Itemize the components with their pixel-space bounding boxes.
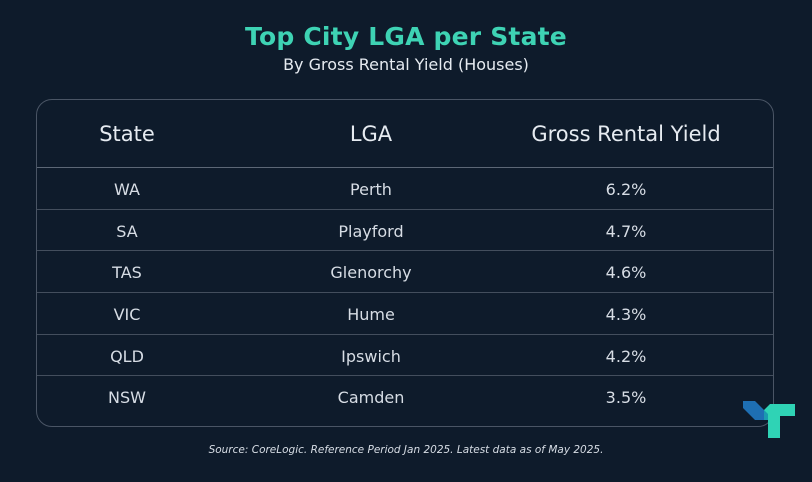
table-header-row: State LGA Gross Rental Yield xyxy=(37,100,773,168)
table-row: SA Playford 4.7% xyxy=(37,210,773,252)
yield-cell: 4.6% xyxy=(605,263,647,283)
logo-teal-shape xyxy=(764,404,795,438)
lga-cell: Camden xyxy=(337,388,405,408)
state-cell: VIC xyxy=(113,305,141,325)
table-row: VIC Hume 4.3% xyxy=(37,293,773,335)
column-header-state: State xyxy=(99,122,155,146)
logo-blue-shape xyxy=(743,401,764,420)
lga-cell: Ipswich xyxy=(341,346,401,366)
brand-logo-icon xyxy=(743,401,795,438)
lga-cell: Perth xyxy=(350,180,392,199)
lga-cell: Glenorchy xyxy=(330,263,412,283)
source-note: Source: CoreLogic. Reference Period Jan … xyxy=(208,444,604,456)
state-cell: QLD xyxy=(110,346,144,366)
state-cell: NSW xyxy=(108,388,146,408)
lga-cell: Hume xyxy=(347,305,395,325)
table-row: TAS Glenorchy 4.6% xyxy=(37,251,773,294)
state-cell: SA xyxy=(116,221,138,241)
yield-cell: 4.7% xyxy=(605,221,647,241)
table-row: NSW Camden 3.5% xyxy=(37,376,773,418)
lga-cell: Playford xyxy=(338,221,404,241)
table-body: WA Perth 6.2% SA Playford 4.7% TAS Gleno… xyxy=(37,168,773,418)
chart-subtitle: By Gross Rental Yield (Houses) xyxy=(283,55,529,74)
state-cell: WA xyxy=(114,180,140,199)
data-table: State LGA Gross Rental Yield WA Perth 6.… xyxy=(36,99,774,427)
yield-cell: 4.3% xyxy=(605,305,647,325)
table-row: QLD Ipswich 4.2% xyxy=(37,335,773,377)
state-cell: TAS xyxy=(112,263,142,283)
logo-overlap-shape xyxy=(764,410,768,420)
yield-cell: 4.2% xyxy=(605,346,647,366)
yield-cell: 6.2% xyxy=(605,180,647,199)
table-row: WA Perth 6.2% xyxy=(37,168,773,210)
yield-cell: 3.5% xyxy=(605,388,647,408)
column-header-lga: LGA xyxy=(349,122,393,146)
column-header-yield: Gross Rental Yield xyxy=(531,122,721,146)
chart-title: Top City LGA per State xyxy=(245,22,567,51)
